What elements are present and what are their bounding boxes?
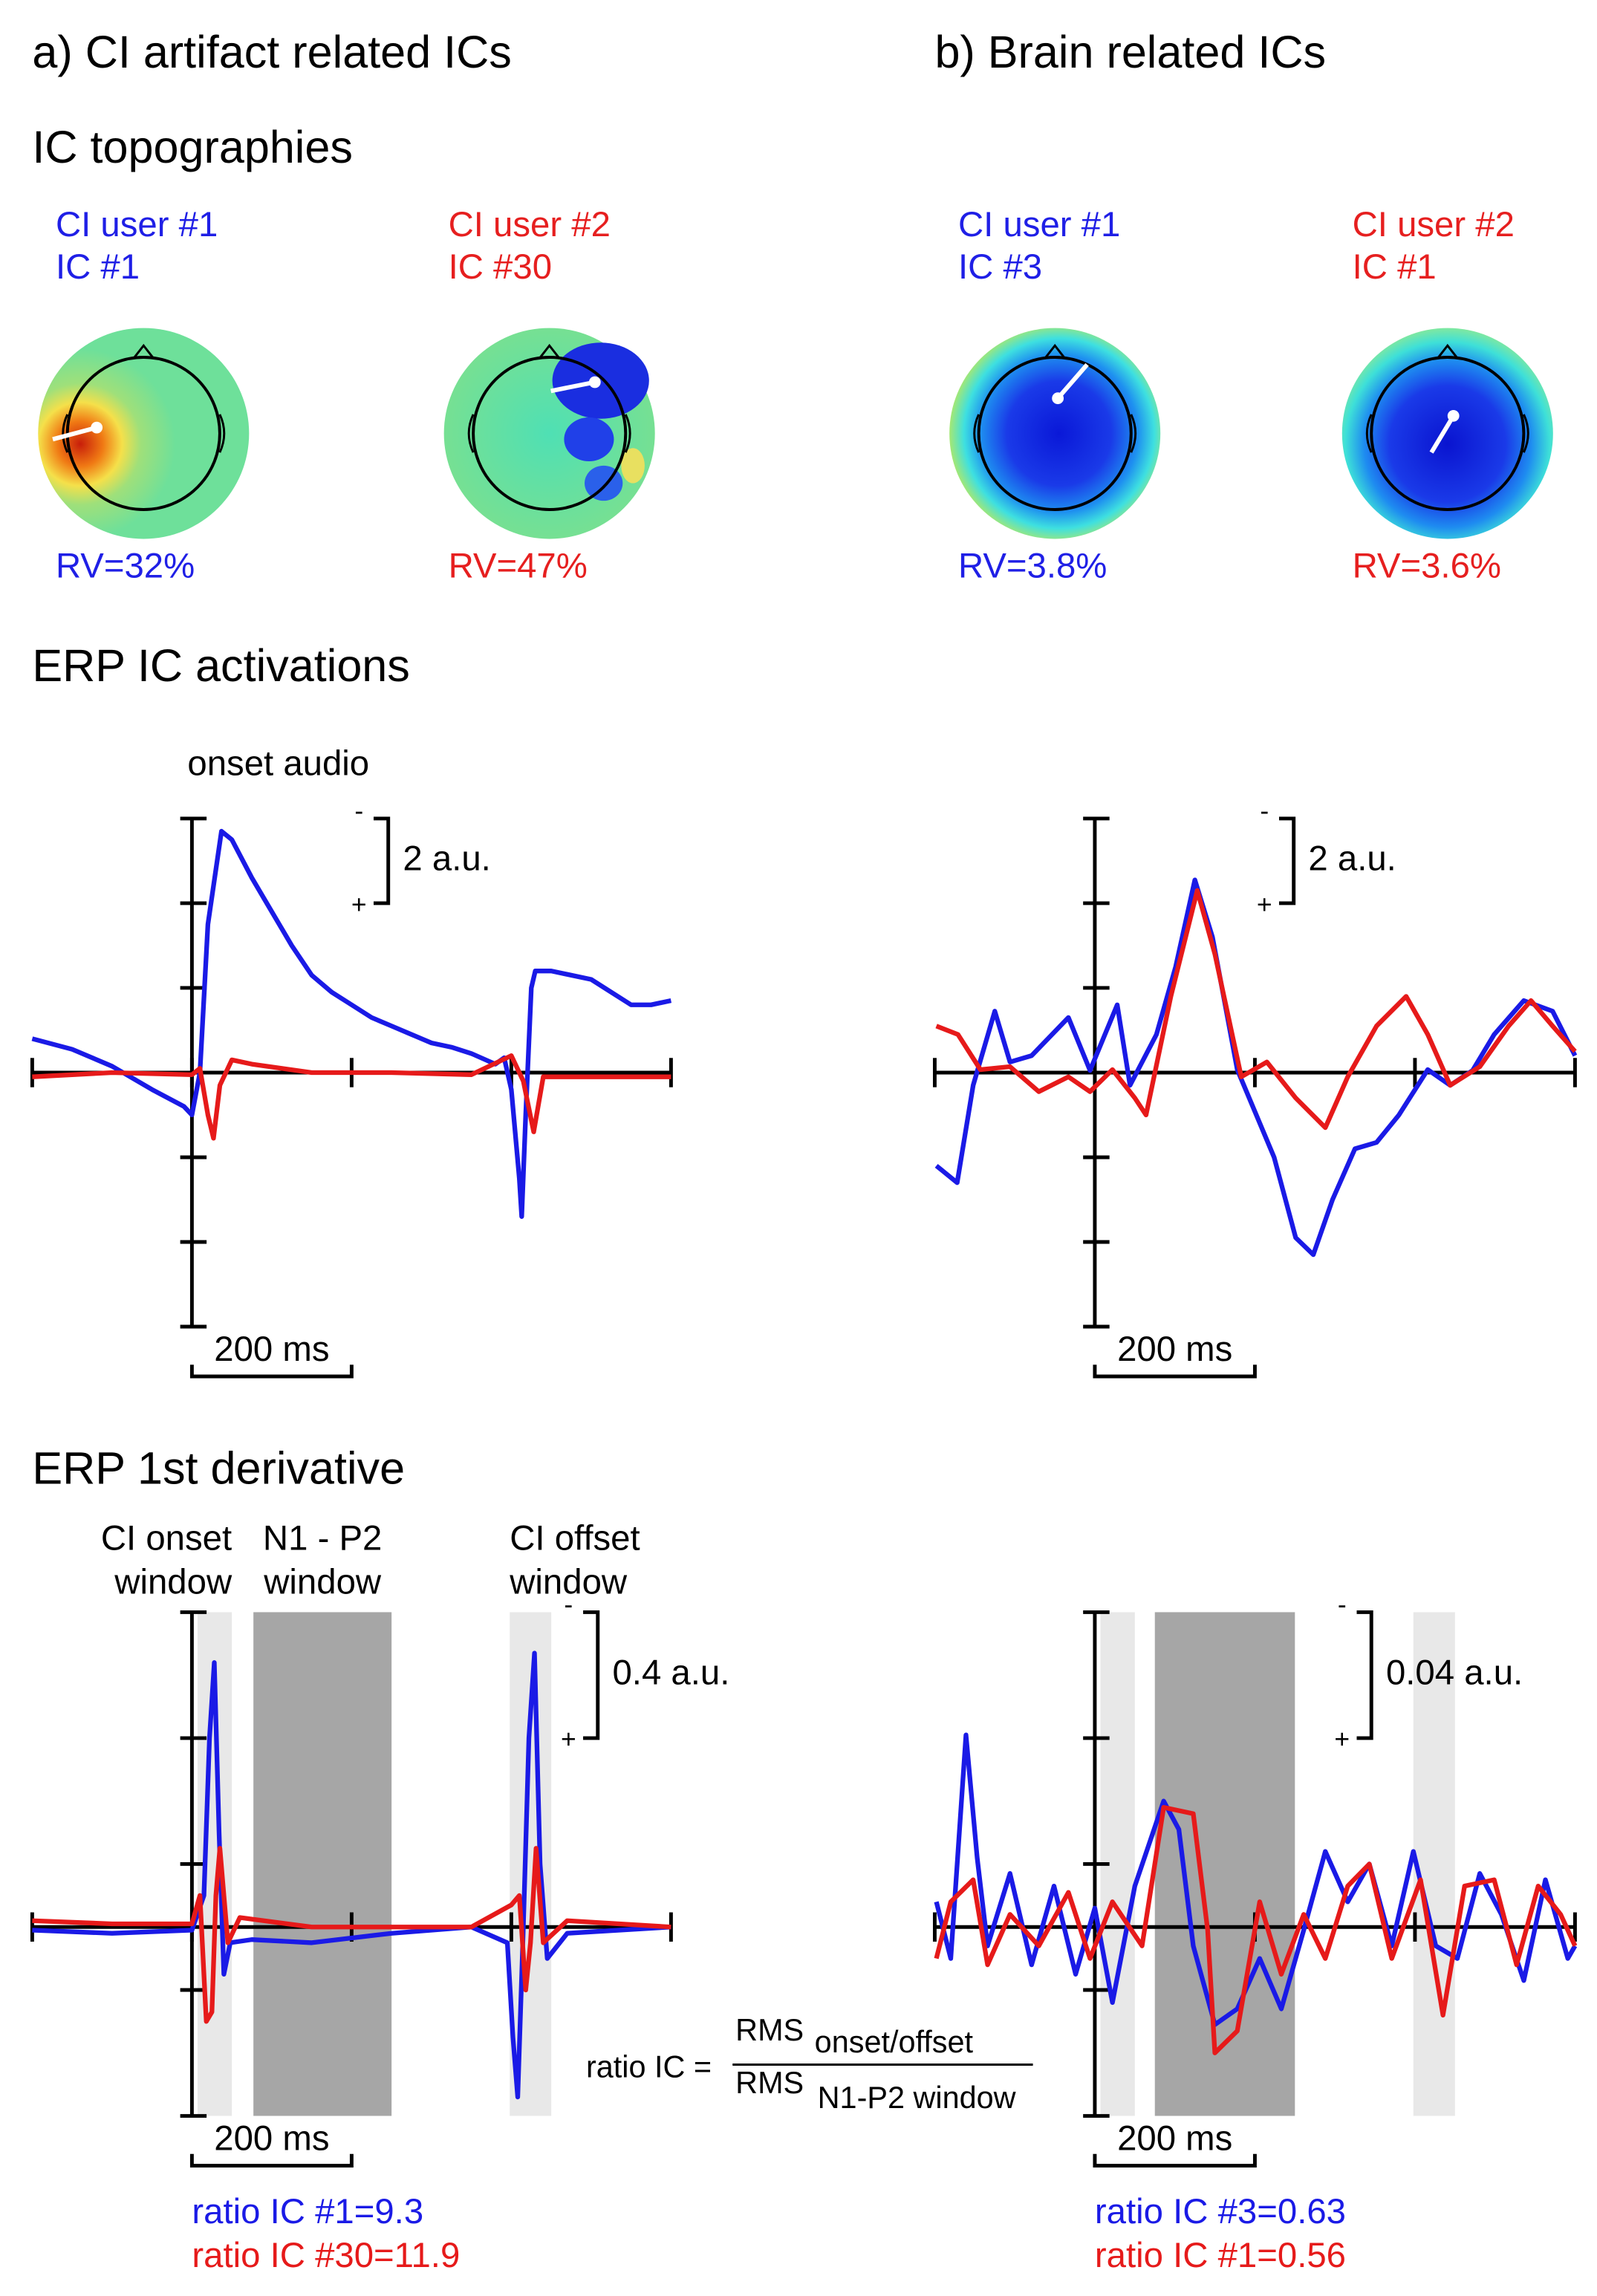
ratio-note: ratio IC #3=0.63: [1095, 2192, 1346, 2231]
ic-label: IC #3: [958, 247, 1042, 287]
chart: 2 a.u. - +200 ms onset audio: [30, 744, 673, 1379]
scale-bar: [373, 816, 391, 905]
rv-label: RV=3.6%: [1353, 546, 1501, 585]
formula-denominator: RMS: [735, 2066, 804, 2100]
panel-title: a) CI artifact related ICs: [32, 27, 511, 77]
scale-sign: -: [564, 1590, 573, 1619]
window-label: window: [114, 1562, 232, 1601]
scale-sign: -: [354, 796, 363, 825]
topography-4: [1341, 328, 1553, 539]
series-line: [934, 1732, 1578, 2027]
time-bar: [189, 1365, 354, 1379]
scale-bar-label: 2 a.u.: [1308, 839, 1396, 878]
topography-3: [949, 328, 1161, 539]
window: [1154, 1612, 1295, 2116]
panel-title: b) Brain related ICs: [934, 27, 1326, 77]
series-line: [935, 888, 1577, 1131]
ic-label: IC #1: [56, 247, 140, 287]
formula-lhs: ratio IC =: [586, 2049, 712, 2084]
scale-bar-label: 2 a.u.: [403, 839, 490, 878]
time-bar: [189, 2153, 354, 2168]
section-title: ERP IC activations: [32, 640, 409, 691]
time-bar-label: 200 ms: [214, 1330, 329, 1369]
time-bar-label: 200 ms: [1117, 1330, 1232, 1369]
topography-1: [38, 328, 250, 539]
formula-numerator: RMS: [735, 2013, 804, 2047]
time-bar-label: 200 ms: [1117, 2119, 1232, 2159]
scale-sign: +: [1257, 889, 1272, 919]
window: [253, 1612, 392, 2116]
time-bar-label: 200 ms: [214, 2119, 329, 2159]
formula-numerator-sub: onset/offset: [815, 2025, 974, 2059]
formula-denominator-sub: N1-P2 window: [818, 2081, 1016, 2115]
chart: 2 a.u. - +200 ms: [932, 796, 1578, 1379]
ratio-note: ratio IC #30=11.9: [192, 2236, 460, 2275]
series-line: [934, 1805, 1578, 2055]
subject-label: CI user #1: [56, 205, 218, 244]
time-bar: [1093, 1365, 1257, 1379]
section-title: IC topographies: [32, 122, 353, 172]
ratio-formula: ratio IC = RMS onset/offset RMS N1-P2 wi…: [586, 2013, 1033, 2115]
topography-2: [443, 328, 655, 539]
window-label: window: [263, 1562, 382, 1601]
annotation: onset audio: [187, 744, 369, 783]
section-title: ERP 1st derivative: [32, 1443, 405, 1493]
window-label: N1 - P2: [263, 1518, 382, 1558]
scale-sign: -: [1338, 1590, 1347, 1619]
scale-bar-label: 0.4 a.u.: [612, 1653, 729, 1693]
scale-bar: [1356, 1610, 1373, 1740]
rv-label: RV=47%: [449, 546, 588, 585]
scale-sign: +: [561, 1724, 576, 1754]
subject-label: CI user #1: [958, 205, 1120, 244]
scale-bar-label: 0.04 a.u.: [1386, 1653, 1523, 1693]
scale-sign: +: [351, 889, 367, 919]
chart: CI onset window N1 - P2 window CI offset wind…: [30, 1518, 729, 2275]
subject-label: CI user #2: [449, 205, 611, 244]
window-label: CI offset: [510, 1518, 640, 1558]
scale-sign: -: [1260, 796, 1269, 825]
scale-bar: [583, 1610, 600, 1740]
rv-label: RV=3.8%: [958, 546, 1107, 585]
series-line: [32, 1053, 671, 1141]
window-label: CI onset: [101, 1518, 232, 1558]
series-line: [32, 1846, 671, 2024]
ratio-note: ratio IC #1=9.3: [192, 2192, 423, 2231]
time-bar: [1093, 2153, 1257, 2168]
rv-label: RV=32%: [56, 546, 195, 585]
scale-sign: +: [1334, 1724, 1350, 1754]
subject-label: CI user #2: [1353, 205, 1515, 244]
ic-label: IC #30: [449, 247, 552, 287]
ic-label: IC #1: [1353, 247, 1437, 287]
window: [1413, 1612, 1455, 2116]
window-label: window: [509, 1562, 628, 1601]
series-line: [32, 1651, 671, 2100]
chart: 0.04 a.u. - +200 ms ratio IC #3=0.63 ratio I…: [932, 1590, 1578, 2275]
ratio-note: ratio IC #1=0.56: [1095, 2236, 1346, 2275]
scale-bar: [1278, 816, 1296, 905]
